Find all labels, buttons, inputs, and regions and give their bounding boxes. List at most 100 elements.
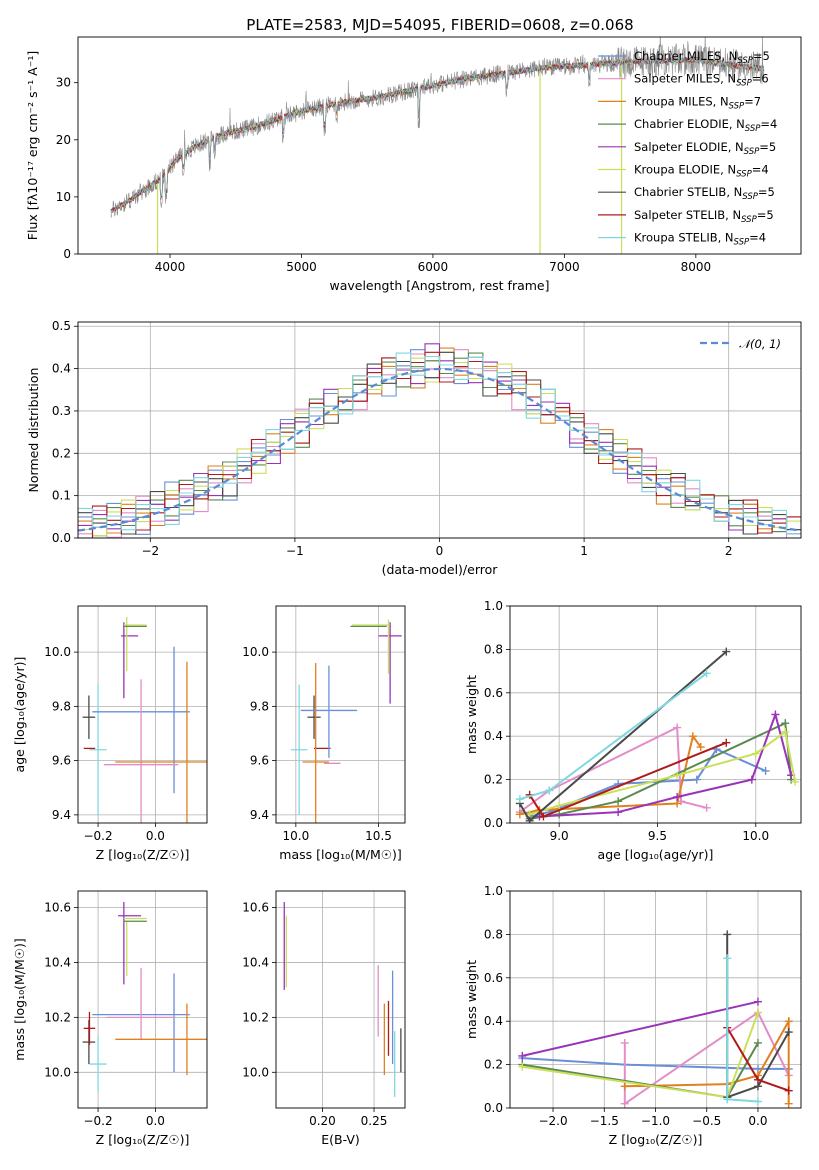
plus-marker — [620, 1038, 629, 1047]
plus-marker — [784, 1099, 793, 1108]
y-tick-label: 9.6 — [250, 754, 269, 768]
spectrum-model-line — [110, 56, 765, 212]
grid — [276, 606, 405, 823]
x-axis-label: Z [log₁₀(Z/Z☉)] — [609, 1132, 703, 1147]
y-tick-label: 9.8 — [52, 699, 71, 713]
plus-marker — [673, 771, 682, 780]
y-tick-label: 9.8 — [250, 699, 269, 713]
plus-marker — [722, 647, 731, 656]
legend-label: Chabrier STELIB, NSSP=5 — [634, 185, 775, 202]
x-tick-label: −2.0 — [538, 1114, 567, 1128]
legend-label: Chabrier ELODIE, NSSP=4 — [634, 117, 777, 134]
axes-frame — [77, 36, 802, 255]
axes-frame — [275, 605, 406, 824]
x-tick-label: 4000 — [155, 260, 186, 274]
x-axis-label: (data-model)/error — [382, 562, 499, 577]
y-tick-label: 10.0 — [242, 645, 269, 659]
reference-curve — [78, 367, 801, 532]
axes-frame — [77, 321, 802, 539]
x-tick-label: 0.0 — [146, 829, 165, 843]
plus-marker — [723, 954, 732, 963]
weight-line — [522, 1042, 759, 1099]
legend-label: Kroupa ELODIE, NSSP=4 — [634, 163, 769, 180]
y-tick-label: 10 — [56, 190, 71, 204]
plus-marker — [688, 732, 697, 741]
plus-marker — [723, 930, 732, 939]
y-tick-label: 10.6 — [242, 900, 269, 914]
plus-marker — [673, 723, 682, 732]
y-tick-label: 0.8 — [484, 927, 503, 941]
plot-area — [78, 343, 801, 538]
plus-marker — [525, 816, 534, 823]
ticks: −0.2 0.0 9.4 9.6 9.8 10.0 — [44, 645, 165, 843]
y-tick-label: 20 — [56, 133, 71, 147]
x-tick-label: −1.0 — [641, 1114, 670, 1128]
weight-line — [623, 1011, 790, 1106]
plus-marker — [723, 1095, 732, 1104]
plus-marker — [518, 1062, 527, 1071]
spectrum-data-line — [110, 37, 765, 218]
plus-marker — [515, 795, 524, 804]
x-tick-label: −2 — [141, 544, 159, 558]
x-axis-label: E(B-V) — [321, 1132, 360, 1147]
weight-line — [529, 730, 797, 816]
y-tick-label: 0.1 — [52, 489, 71, 503]
x-tick-label: 0.0 — [146, 1114, 165, 1128]
y-axis-label: mass [log₁₀(M/M☉)] — [12, 938, 27, 1060]
axes-spectrum: 4000 5000 6000 7000 8000 0 10 20 30 wavelength [A… — [25, 36, 802, 293]
plot-area — [82, 616, 207, 823]
ticks: −2 −1 0 1 2 0.0 0.1 0.2 0.3 0.4 0.5 — [52, 319, 733, 558]
x-axis-label: mass [log₁₀(M/M☉)] — [279, 847, 401, 862]
ticks: 9.0 9.5 10.0 0.0 0.2 0.4 0.6 0.8 1.0 — [484, 599, 769, 843]
plot-area — [82, 901, 207, 1092]
x-tick-label: 6000 — [418, 260, 449, 274]
legend-label: Salpeter ELODIE, NSSP=5 — [634, 140, 776, 157]
axes-mass-vs-Z: −0.2 0.0 10.0 10.2 10.4 10.6 Z [log₁₀(Z/Z☉)] ma… — [12, 890, 208, 1147]
y-tick-label: 0.4 — [52, 362, 71, 376]
plus-marker — [753, 997, 762, 1006]
axes-frame — [77, 605, 208, 824]
y-tick-label: 10.0 — [44, 645, 71, 659]
weight-line — [539, 711, 793, 818]
x-axis-label: Z [log₁₀(Z/Z☉)] — [96, 1132, 190, 1147]
plus-marker — [702, 803, 711, 812]
grid — [510, 605, 801, 824]
legend-label: 𝒩(0, 1) — [739, 337, 781, 351]
ticks: −2.0 −1.5 −1.0 −0.5 0.0 0.0 0.2 0.4 0.6 0.8 1.0 — [484, 884, 768, 1128]
y-tick-label: 0.8 — [484, 642, 503, 656]
plus-marker — [784, 1028, 793, 1037]
plus-marker — [515, 810, 524, 819]
plus-marker — [751, 749, 760, 758]
plot-area — [110, 37, 765, 254]
axes-weight-vs-age: 9.0 9.5 10.0 0.0 0.2 0.4 0.6 0.8 1.0 age [log₁₀(a… — [464, 599, 802, 862]
plus-marker — [781, 719, 790, 728]
x-tick-label: 10.0 — [282, 829, 309, 843]
y-tick-label: 0.3 — [52, 404, 71, 418]
y-axis-label: mass weight — [464, 675, 479, 754]
ticks: 4000 5000 6000 7000 8000 0 10 20 30 — [56, 76, 711, 274]
x-tick-label: 10.0 — [742, 829, 769, 843]
y-tick-label: 10.2 — [44, 1010, 71, 1024]
grid — [78, 891, 207, 1108]
plus-marker — [696, 743, 705, 752]
spectrum-model-line — [110, 56, 765, 213]
y-tick-label: 10.0 — [44, 1065, 71, 1079]
y-axis-label: Normed distribution — [26, 368, 41, 493]
axes-frame — [509, 890, 802, 1109]
plus-marker — [753, 1008, 762, 1017]
plus-marker — [673, 792, 682, 801]
plus-marker — [692, 775, 701, 784]
axes-mass-vs-ebv: 0.20 0.25 10.0 10.2 10.4 10.6 E(B-V) — [242, 890, 406, 1147]
y-tick-label: 10.6 — [44, 900, 71, 914]
legend: 𝒩(0, 1) — [700, 337, 781, 351]
x-tick-label: 9.0 — [550, 829, 569, 843]
axes-frame — [275, 890, 406, 1109]
x-tick-label: −0.2 — [83, 1114, 112, 1128]
x-tick-label: 0.25 — [361, 1114, 388, 1128]
plus-marker — [722, 738, 731, 747]
y-tick-label: 0.2 — [52, 446, 71, 460]
x-tick-label: 8000 — [681, 260, 712, 274]
y-tick-label: 1.0 — [484, 599, 503, 613]
plot-area — [518, 930, 793, 1108]
